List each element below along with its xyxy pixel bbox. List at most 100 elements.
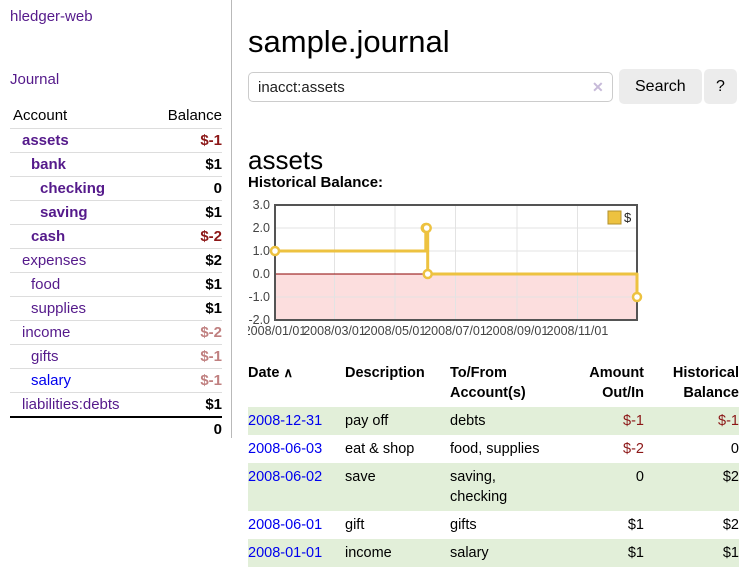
chart-x-tick-label: 2008/11/01 [547,324,609,338]
chart-data-point[interactable] [269,245,281,257]
transaction-row: 2008-06-03 eat & shop food, supplies $-2 0 [248,435,739,463]
transaction-amount: $-1 [623,413,644,429]
account-row: supplies $1 [10,296,222,321]
account-link[interactable]: assets [22,132,69,149]
transaction-row: 2008-12-31 pay off debts $-1 $-1 [248,407,739,435]
accounts-table-header: Account Balance [10,104,222,129]
transaction-row: 2008-01-01 income salary $1 $1 [248,539,739,567]
transaction-accounts: saving, checking [450,463,556,511]
accounts-total-value: 0 [213,421,222,438]
account-link[interactable]: food [31,276,61,293]
account-link[interactable]: bank [31,156,67,173]
transaction-date-link[interactable]: 2008-06-03 [248,441,323,457]
account-balance: $1 [205,156,222,173]
chart-x-tick-label: 2008/07/01 [424,324,487,338]
chart-legend-swatch [607,210,622,225]
register-rows: 2008-12-31 pay off debts $-1 $-1 2008-06-03 ea… [248,407,739,567]
account-balance: $-1 [200,348,222,365]
accounts-total-row: 0 [10,416,222,441]
transaction-accounts: salary [450,539,556,567]
accounts-column-header: To/From Account(s) [450,365,526,401]
account-row: cash $-2 [10,224,222,249]
sort-asc-icon: ∧ [283,365,293,380]
chart-data-point[interactable] [421,222,432,234]
help-button[interactable]: ? [704,69,737,104]
sidebar-item-journal[interactable]: Journal [10,71,60,88]
chart-y-tick-label: 0.0 [253,267,270,281]
transaction-account: food, [450,441,483,457]
chart-y-tick-label: -2.0 [248,313,270,327]
register-table: Date ∧ Description To/From Account(s) Am… [248,361,739,567]
date-column-header[interactable]: Date ∧ [248,361,345,407]
account-rows: assets $-1 bank $1 checking 0 saving $1 cash $-2 e… [10,128,222,417]
transaction-amount: 0 [635,469,644,485]
account-link[interactable]: cash [31,228,66,245]
transaction-account: debts [450,413,486,429]
account-balance: $1 [205,396,222,413]
transaction-description: pay off [345,413,389,429]
account-row: assets $-1 [10,128,222,153]
transaction-accounts: debts [450,407,556,435]
transaction-balance: $2 [722,517,739,533]
historical-balance-chart: 3.0 2.0 1.0 0.0 -1.0 -2.02008/01/012008/03/01… [248,200,643,338]
chart-data-point[interactable] [631,291,643,303]
search-input[interactable] [248,72,613,102]
search-button[interactable]: Search [619,69,702,104]
chart-y-tick-label: 3.0 [253,200,270,212]
transaction-date-link[interactable]: 2008-01-01 [248,545,323,561]
transaction-amount: $1 [627,517,644,533]
balance-column-header: Balance [167,107,222,124]
transaction-date-link[interactable]: 2008-06-02 [248,469,323,485]
account-balance: $2 [205,252,222,269]
account-row: saving $1 [10,200,222,225]
chart-x-tick-label: 2008/03/01 [303,324,366,338]
transaction-balance: $-1 [718,413,739,429]
account-balance: $-2 [200,228,222,245]
transaction-accounts: gifts [450,511,556,539]
app-title-link[interactable]: hledger-web [10,8,93,25]
transaction-date-link[interactable]: 2008-12-31 [248,413,323,429]
account-row: food $1 [10,272,222,297]
description-column-header: Description [345,365,425,381]
transaction-description: save [345,469,376,485]
transaction-description: gift [345,517,365,533]
transaction-row: 2008-06-01 gift gifts $1 $2 [248,511,739,539]
transaction-account: supplies [486,441,540,457]
account-row: expenses $2 [10,248,222,273]
historical-balance-column-header: Historical Balance [672,365,739,401]
account-balance: $-1 [200,372,222,389]
accounts-table: Account Balance assets $-1 bank $1 checking 0… [10,104,222,441]
account-link[interactable]: gifts [31,348,59,365]
chart-data-point[interactable] [422,268,433,280]
account-link[interactable]: liabilities:debts [22,396,120,413]
chart-x-tick-label: 2008/09/01 [486,324,549,338]
account-link[interactable]: supplies [31,300,87,317]
chart-legend-label: $ [624,210,632,225]
transaction-account: salary [450,545,489,561]
transaction-description: eat & shop [345,441,415,457]
account-balance: $1 [205,276,222,293]
account-balance: $-1 [200,132,222,149]
transaction-account: saving, [450,469,496,485]
account-heading: assets [248,144,324,175]
transaction-date-link[interactable]: 2008-06-01 [248,517,323,533]
transaction-balance: $2 [722,469,739,485]
clear-search-icon[interactable]: ✕ [592,79,604,95]
account-link[interactable]: checking [40,180,106,197]
account-link[interactable]: saving [40,204,88,221]
transaction-account: checking [450,489,508,505]
chart-y-tick-label: -1.0 [248,290,270,304]
transaction-amount: $-2 [623,441,644,457]
transaction-amount: $1 [627,545,644,561]
transaction-balance: $1 [722,545,739,561]
account-row: gifts $-1 [10,344,222,369]
chart-y-tick-label: 1.0 [253,244,270,258]
account-link[interactable]: income [22,324,71,341]
date-header-label: Date [248,365,280,381]
account-row: salary $-1 [10,368,222,393]
account-row: income $-2 [10,320,222,345]
chart-x-tick-label: 2008/01/01 [248,324,306,338]
account-link[interactable]: salary [31,372,72,389]
account-link[interactable]: expenses [22,252,87,269]
